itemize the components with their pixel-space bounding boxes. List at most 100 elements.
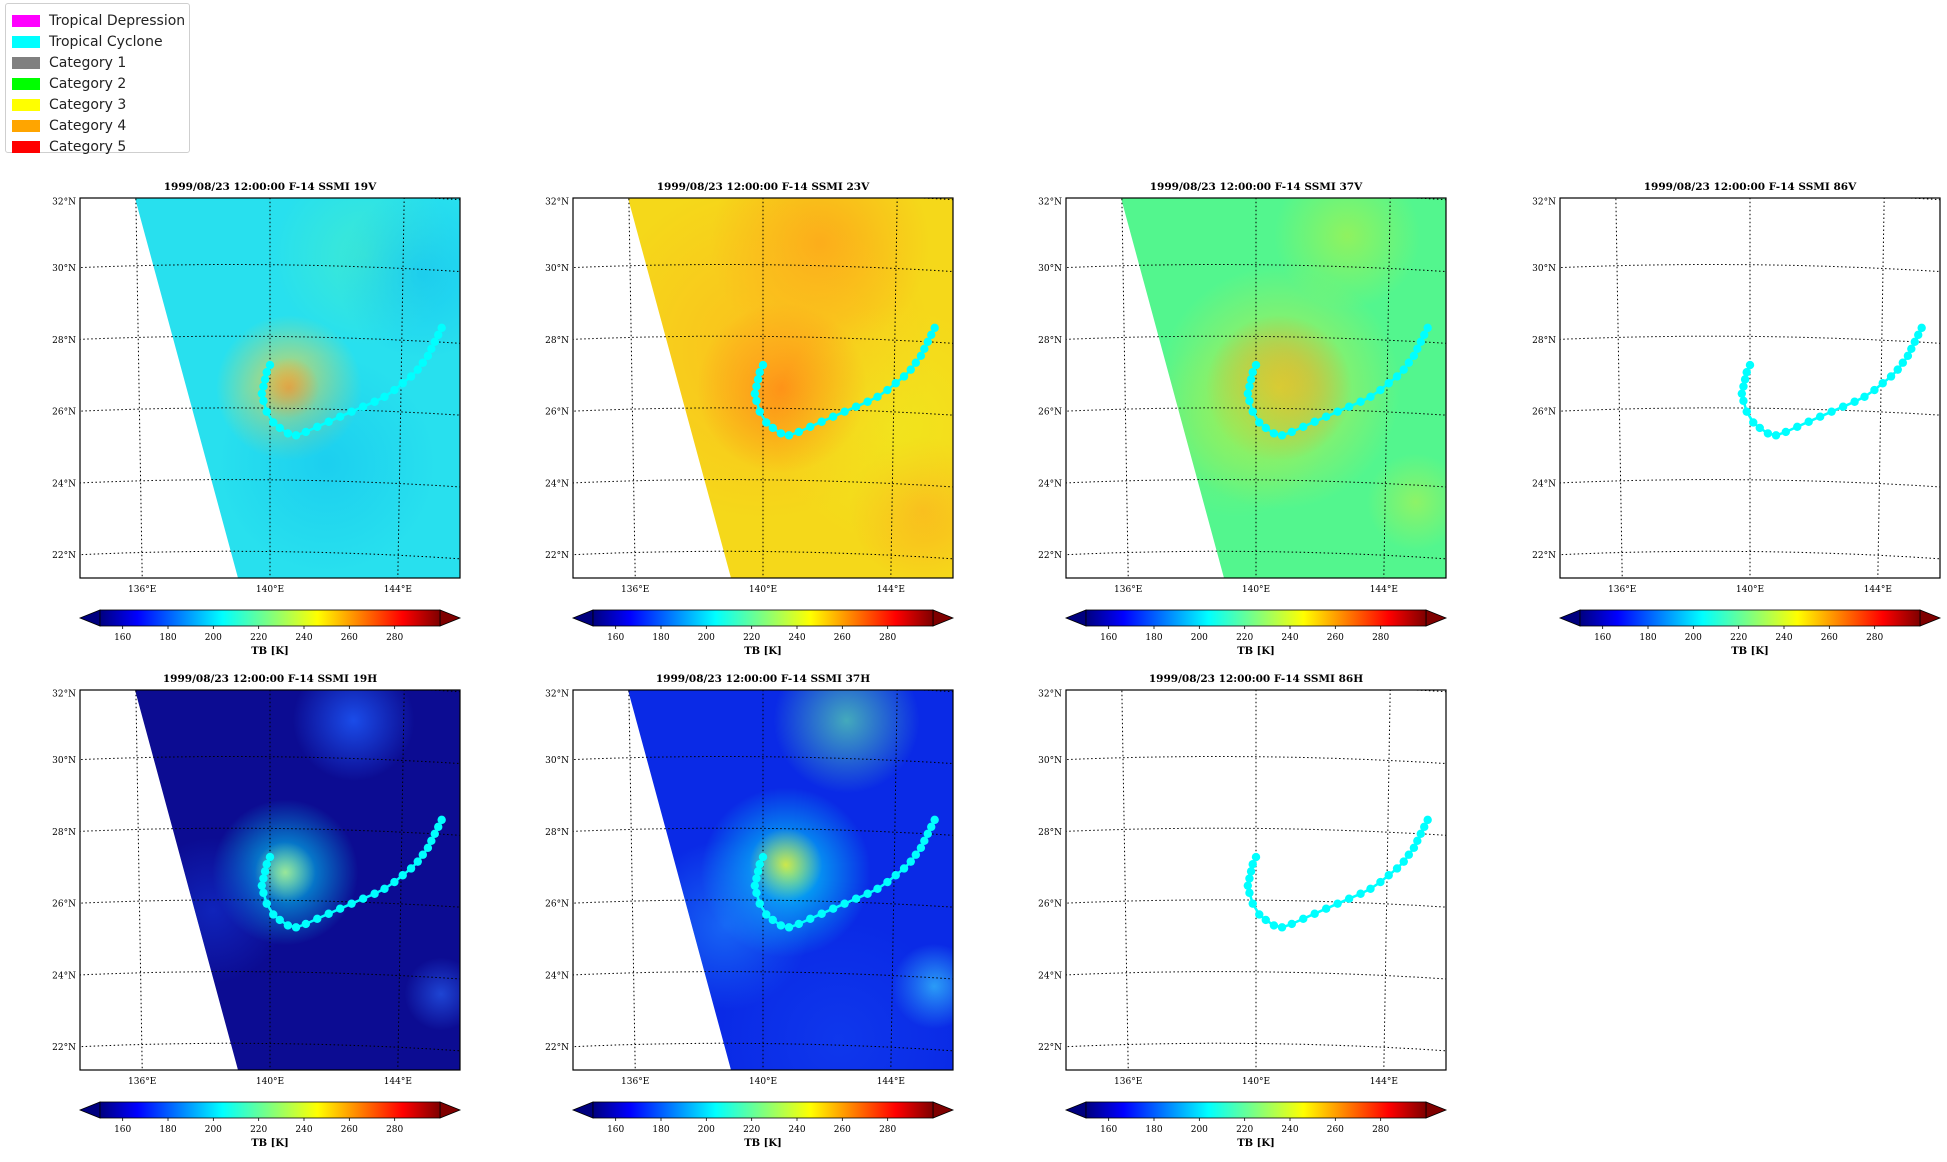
track-point	[335, 904, 345, 913]
track-point	[324, 909, 333, 918]
track-point	[753, 375, 763, 384]
track-point	[265, 852, 275, 862]
track-point	[1310, 909, 1319, 918]
track-point	[817, 417, 826, 426]
track-point	[776, 921, 786, 930]
track-point	[1269, 921, 1279, 930]
map-panel: 1999/08/23 12:00:00 F-14 SSMI 23V 32°N 30°…	[545, 181, 955, 657]
colorbar-tick-label: 220	[250, 633, 267, 643]
lon-tick-label: 140°E	[1736, 585, 1764, 595]
colorbar-tick-label: 260	[341, 1125, 358, 1135]
lon-tick-label: 140°E	[1242, 585, 1270, 595]
track-point	[768, 915, 777, 925]
storm-track	[1243, 815, 1432, 932]
storm-track	[1243, 323, 1432, 440]
track-point	[1903, 351, 1913, 361]
lat-tick-label: 30°N	[52, 756, 76, 766]
colorbar: 160 180 200 220 240 260 280 TB [K]	[1064, 1101, 1448, 1149]
track-point	[755, 860, 764, 869]
colorbar-tick-label: 260	[1327, 1125, 1344, 1135]
colorbar: 160 180 200 220 240 260 280 TB [K]	[1064, 609, 1448, 657]
colorbar-tick-label: 220	[1730, 633, 1747, 643]
colorbar-tick-label: 200	[205, 1125, 222, 1135]
lon-tick-label: 140°E	[749, 585, 777, 595]
track-point	[291, 923, 301, 932]
map-panel: 1999/08/23 12:00:00 F-14 SSMI 86H 32°N 30°…	[1038, 673, 1448, 1149]
graticule	[573, 690, 953, 1070]
track-point	[1917, 323, 1926, 333]
track-point	[406, 864, 416, 873]
legend-label: Tropical Cyclone	[49, 33, 163, 50]
track-point	[259, 382, 268, 391]
lat-tick-label: 28°N	[52, 336, 76, 346]
colorbar-tick-label: 180	[652, 633, 669, 643]
track-point	[920, 344, 929, 354]
colorbar-tick-label: 260	[834, 633, 851, 643]
colorbar-tick-label: 200	[1191, 1125, 1208, 1135]
track-point	[1886, 372, 1896, 381]
track-point	[1321, 904, 1331, 913]
track-point	[916, 351, 926, 361]
map-frame	[1065, 689, 1447, 1071]
swath-field	[628, 690, 953, 1070]
track-point	[840, 899, 849, 908]
track-point	[423, 351, 433, 361]
track-point	[283, 429, 293, 438]
track-point	[911, 850, 921, 859]
track-point	[1245, 888, 1254, 898]
lon-tick-label: 136°E	[621, 585, 649, 595]
lat-tick-label: 30°N	[52, 264, 76, 274]
colorbar-tick-label: 220	[250, 1125, 267, 1135]
lon-tick-label: 144°E	[384, 1077, 412, 1087]
colorbar-label: TB [K]	[1731, 646, 1769, 657]
track-point	[370, 397, 379, 406]
track-point	[1245, 396, 1254, 406]
lat-tick-label: 28°N	[545, 828, 569, 838]
lat-tick-label: 24°N	[52, 971, 76, 981]
track-point	[776, 429, 786, 438]
track-point	[863, 889, 872, 898]
track-point	[1850, 397, 1859, 406]
track-point	[1248, 899, 1257, 908]
track-point	[1749, 418, 1758, 427]
lat-tick-label: 32°N	[52, 198, 76, 208]
track-point	[762, 418, 771, 427]
track-point	[1376, 385, 1385, 395]
track-point	[313, 914, 322, 924]
track-point	[413, 857, 422, 866]
track-point	[1333, 407, 1342, 416]
track-point	[1287, 427, 1297, 437]
lat-tick-label: 26°N	[1038, 900, 1062, 910]
track-point	[1261, 423, 1270, 433]
colorbar-tick-label: 280	[386, 633, 403, 643]
track-point	[1392, 864, 1402, 873]
colorbar-tick-label: 240	[1281, 633, 1298, 643]
track-point	[752, 874, 761, 883]
track-point	[370, 889, 379, 898]
lat-tick-label: 22°N	[52, 551, 76, 561]
track-point	[828, 904, 838, 913]
colorbar-tick-label: 280	[879, 1125, 896, 1135]
track-point	[750, 881, 760, 890]
colorbar-tick-label: 240	[788, 633, 805, 643]
colorbar-label: TB [K]	[744, 646, 782, 657]
track-point	[768, 423, 777, 433]
track-point	[923, 829, 932, 839]
legend-item: Category 2	[12, 73, 126, 94]
lat-tick-label: 28°N	[1532, 336, 1556, 346]
colorbar-ramp	[592, 1101, 934, 1119]
colorbar: 160 180 200 220 240 260 280 TB [K]	[571, 1101, 955, 1149]
track-point	[324, 417, 333, 426]
lat-tick-label: 24°N	[545, 479, 569, 489]
track-point	[911, 358, 921, 367]
lon-tick-label: 140°E	[1242, 1077, 1270, 1087]
track-point	[434, 330, 443, 340]
track-point	[1914, 330, 1923, 340]
track-point	[437, 323, 446, 333]
track-point	[784, 431, 794, 440]
lat-tick-label: 28°N	[52, 828, 76, 838]
track-point	[1860, 392, 1869, 401]
lat-tick-label: 32°N	[545, 690, 569, 700]
colorbar-extend-high	[932, 1101, 955, 1119]
track-point	[1870, 385, 1879, 395]
